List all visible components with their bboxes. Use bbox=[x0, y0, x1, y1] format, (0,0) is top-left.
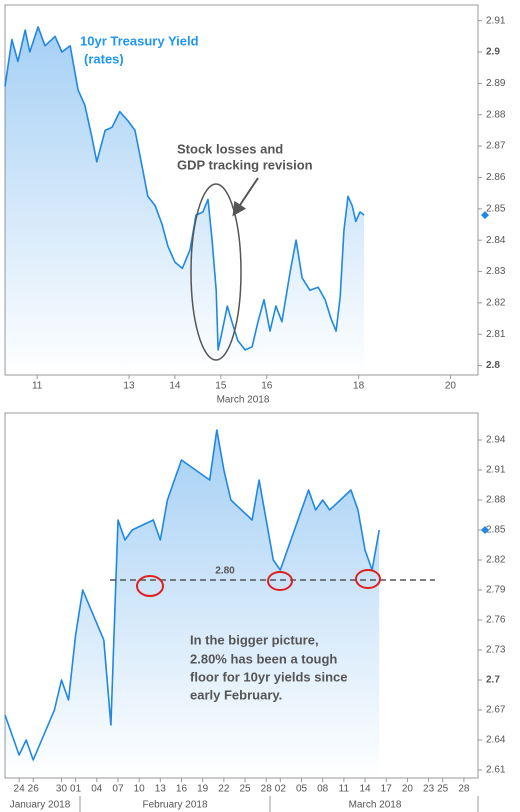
y-tick-label: 2.87 bbox=[486, 141, 506, 152]
x-tick-label: 11 bbox=[32, 381, 43, 392]
y-tick-label: 2.88 bbox=[486, 109, 506, 120]
x-tick-label: 02 bbox=[275, 784, 287, 795]
x-tick-label: 20 bbox=[402, 784, 414, 795]
last-value-marker bbox=[481, 526, 489, 534]
y-tick-label: 2.76 bbox=[486, 615, 506, 626]
x-tick-label: 25 bbox=[239, 784, 251, 795]
line bbox=[4, 26, 365, 351]
annotation: early February. bbox=[190, 687, 282, 702]
x-tick-label: 14 bbox=[169, 381, 181, 392]
x-tick-label: 28 bbox=[458, 784, 470, 795]
x-tick-label: 13 bbox=[123, 381, 135, 392]
x-tick-label: 18 bbox=[353, 381, 365, 392]
x-tick-label: 20 bbox=[445, 381, 457, 392]
series-label: 10yr Treasury Yield bbox=[80, 33, 199, 48]
x-tick-label: 05 bbox=[296, 784, 308, 795]
series-unit: (rates) bbox=[84, 51, 124, 66]
x-tick-label: 07 bbox=[112, 784, 124, 795]
y-tick-label: 2.67 bbox=[486, 705, 506, 716]
x-tick-label: 10 bbox=[134, 784, 146, 795]
y-tick-label: 2.88 bbox=[486, 495, 506, 506]
x-tick-label: 25 bbox=[437, 784, 449, 795]
area-fill bbox=[5, 430, 380, 778]
y-tick-label: 2.86 bbox=[486, 172, 506, 183]
highlight-circle bbox=[136, 575, 164, 597]
y-tick-label: 2.89 bbox=[486, 78, 506, 89]
y-tick-label: 2.85 bbox=[486, 203, 506, 214]
y-tick-label: 2.61 bbox=[486, 765, 506, 776]
annotation: In the bigger picture, bbox=[190, 632, 319, 647]
y-tick-label: 2.64 bbox=[486, 735, 506, 746]
area-fill bbox=[5, 26, 365, 376]
x-tick-label: 22 bbox=[218, 784, 230, 795]
x-tick-label: 24 bbox=[14, 784, 26, 795]
x-tick-label: 16 bbox=[176, 784, 188, 795]
x-tick-label: 26 bbox=[28, 784, 40, 795]
y-tick-label: 2.94 bbox=[486, 435, 506, 446]
highlight-circle bbox=[267, 571, 293, 591]
charts: 2.8 2.81 2.82 2.83 2.84 2.85 2.86 2.87 2.88 2.89 2… bbox=[4, 4, 506, 795]
y-tick-label: 2.79 bbox=[486, 585, 506, 596]
annotation: 2.80% has been a tough bbox=[190, 651, 337, 666]
highlight-circle bbox=[355, 569, 381, 589]
x-tick-label: 14 bbox=[359, 784, 371, 795]
highlight-ellipse bbox=[190, 183, 242, 361]
month-label: January 2018 bbox=[10, 800, 71, 811]
y-tick-label: 2.7 bbox=[486, 675, 500, 686]
x-axis-title: March 2018 bbox=[217, 395, 270, 406]
x-tick-label: 04 bbox=[91, 784, 103, 795]
annotation: GDP tracking revision bbox=[177, 157, 313, 172]
month-label: February 2018 bbox=[142, 800, 207, 811]
x-tick-label: 23 bbox=[423, 784, 435, 795]
x-tick-label: 30 bbox=[56, 784, 68, 795]
x-tick-label: 17 bbox=[381, 784, 393, 795]
y-tick-label: 2.82 bbox=[486, 555, 506, 566]
x-tick-label: 19 bbox=[197, 784, 209, 795]
y-tick-label: 2.73 bbox=[486, 645, 506, 656]
y-tick-label: 2.8 bbox=[486, 360, 500, 371]
y-tick-label: 2.9 bbox=[486, 47, 500, 58]
last-value-marker bbox=[481, 211, 489, 220]
annotation: floor for 10yr yields since bbox=[190, 669, 348, 684]
line bbox=[4, 429, 380, 761]
x-tick-label: 11 bbox=[339, 784, 350, 795]
y-tick-label: 2.91 bbox=[486, 15, 506, 26]
x-tick-label: 15 bbox=[215, 381, 227, 392]
x-tick-label: 16 bbox=[261, 381, 273, 392]
x-tick-label: 13 bbox=[155, 784, 167, 795]
x-tick-label: 08 bbox=[317, 784, 329, 795]
annotation: Stock losses and bbox=[177, 141, 283, 156]
y-tick-label: 2.81 bbox=[486, 329, 506, 340]
y-tick-label: 2.85 bbox=[486, 525, 506, 536]
x-tick-label: 28 bbox=[261, 784, 273, 795]
arrow bbox=[232, 177, 259, 217]
y-tick-label: 2.82 bbox=[486, 298, 506, 309]
month-label: March 2018 bbox=[349, 800, 402, 811]
reference-label: 2.80 bbox=[215, 566, 235, 577]
y-tick-label: 2.83 bbox=[486, 266, 506, 277]
y-tick-label: 2.84 bbox=[486, 235, 506, 246]
x-tick-label: 01 bbox=[70, 784, 82, 795]
y-tick-label: 2.91 bbox=[486, 465, 506, 476]
